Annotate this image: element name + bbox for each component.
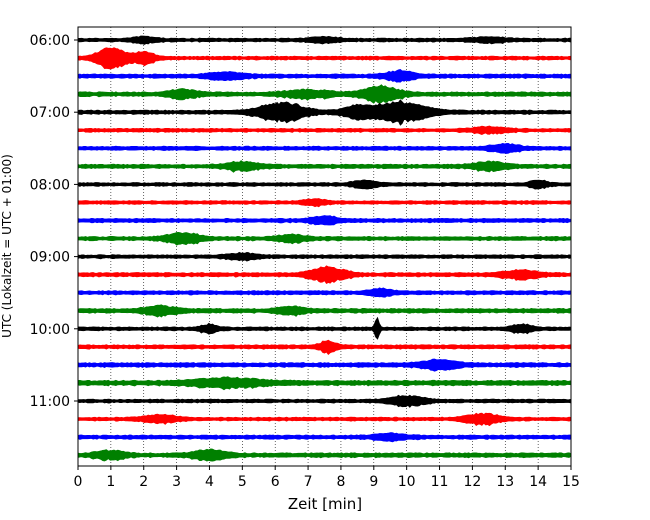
x-tick-label: 9 [369,474,378,490]
x-tick-label: 11 [431,474,449,490]
y-tick-label: 09:00 [30,250,70,266]
x-axis-label: Zeit [min] [288,495,362,513]
y-tick-label: 06:00 [30,33,70,49]
trace-0915 [77,265,572,285]
x-tick-label: 3 [172,474,181,490]
trace-0800 [77,179,572,190]
x-tick-label: 4 [205,474,214,490]
plot-area-frame [77,26,572,467]
trace-0930 [77,287,572,298]
trace-0715 [77,125,572,135]
grid-lines [110,27,539,466]
x-tick-label: 2 [139,474,148,490]
trace-0615 [77,47,572,70]
trace-1115 [77,412,572,427]
trace-0830 [77,215,572,226]
y-tick-label: 07:00 [30,105,70,121]
x-tick-label: 0 [74,474,83,490]
x-tick-label: 7 [304,474,313,490]
trace-0700 [77,99,572,126]
axes: 0 1 2 3 4 5 6 7 8 9 10 11 12 13 14 1506:0007:0008:0009:… [30,33,580,490]
x-tick-label: 5 [238,474,247,490]
x-tick-label: 8 [336,474,345,490]
trace-0845 [77,231,572,246]
trace-0630 [77,69,572,83]
x-tick-label: 13 [496,474,514,490]
x-tick-label: 1 [106,474,115,490]
trace-0600 [77,35,572,45]
trace-0945 [77,304,572,318]
trace-1030 [77,358,572,372]
y-axis-label: UTC (Lokalzeit = UTC + 01:00) [0,154,14,338]
x-tick-label: 12 [463,474,481,490]
x-tick-label: 10 [398,474,416,490]
trace-1045 [77,376,572,391]
trace-0730 [77,142,572,154]
trace-1145 [77,448,572,462]
x-tick-label: 14 [529,474,547,490]
y-tick-label: 08:00 [30,177,70,193]
trace-0815 [77,198,572,208]
trace-0645 [77,84,572,104]
x-tick-label: 15 [562,474,580,490]
trace-0745 [77,160,572,173]
trace-1130 [77,432,572,443]
trace-1100 [77,394,572,408]
trace-1000 [77,316,572,340]
y-tick-label: 11:00 [30,394,70,410]
trace-0900 [77,251,572,262]
trace-group [77,35,572,462]
trace-1015 [77,339,572,356]
x-tick-label: 6 [271,474,280,490]
y-tick-label: 10:00 [30,322,70,338]
